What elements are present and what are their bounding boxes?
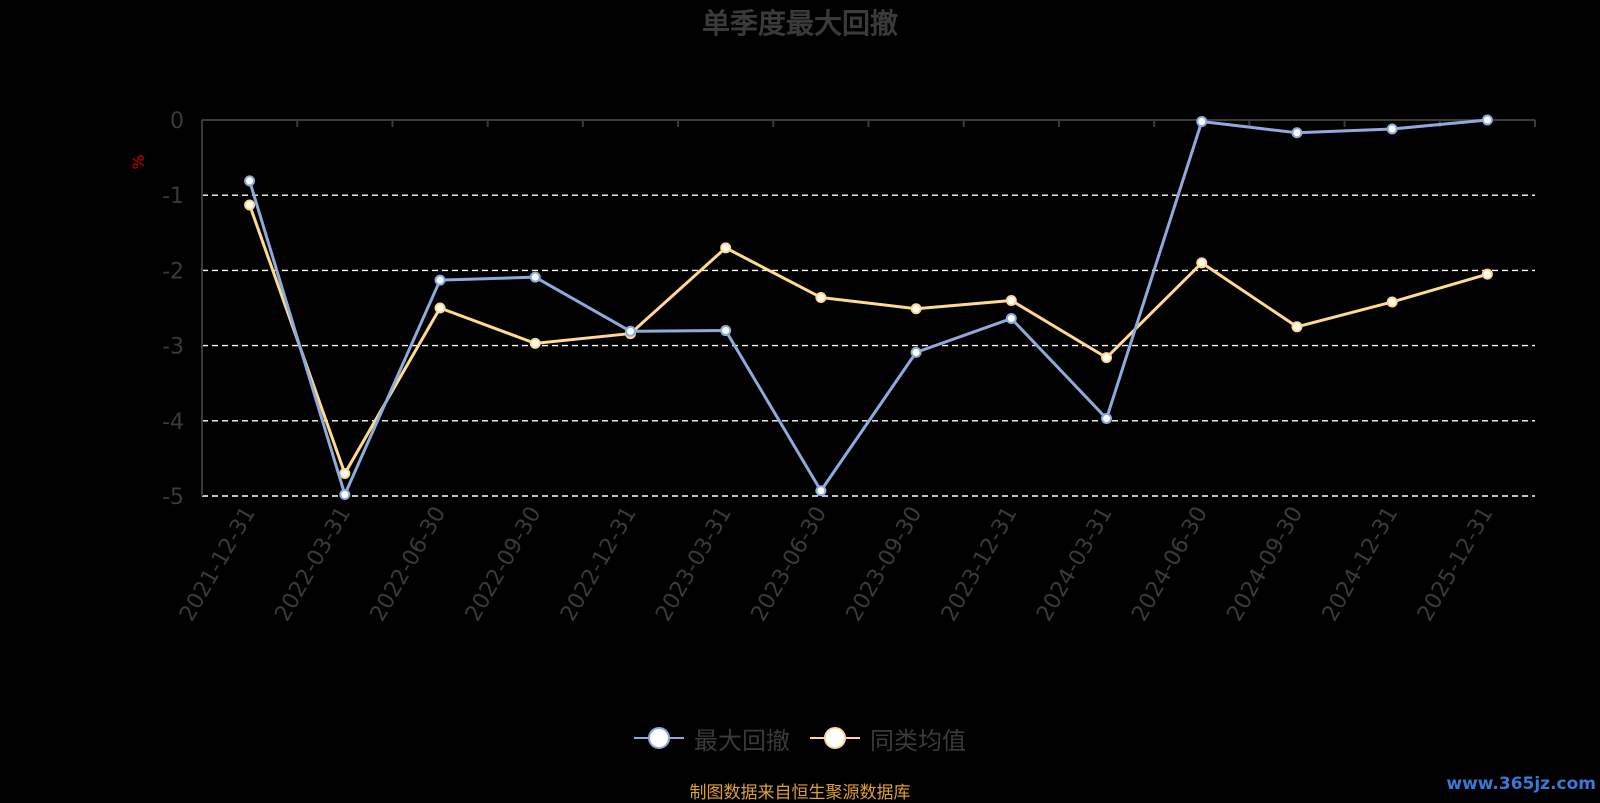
x-tick-label: 2023-03-31 xyxy=(651,503,737,626)
x-tick-label: 2024-12-31 xyxy=(1318,503,1404,626)
data-point xyxy=(244,175,256,187)
x-tick-label: 2022-06-30 xyxy=(366,503,452,626)
data-point xyxy=(339,488,351,500)
x-tick-label: 2022-09-30 xyxy=(461,503,547,626)
data-point xyxy=(624,325,636,337)
data-point xyxy=(1386,296,1398,308)
y-tick-label: -5 xyxy=(162,485,184,510)
y-tick-label: -4 xyxy=(162,410,184,435)
data-point xyxy=(434,302,446,314)
data-point xyxy=(1005,313,1017,325)
data-point xyxy=(244,199,256,211)
data-point xyxy=(1481,114,1493,126)
x-tick-label: 2024-06-30 xyxy=(1127,503,1213,626)
series-lines xyxy=(244,114,1493,500)
data-point xyxy=(1196,116,1208,128)
data-point xyxy=(1291,321,1303,333)
x-tick-label: 2023-09-30 xyxy=(842,503,928,626)
data-point xyxy=(529,337,541,349)
y-tick-label: 0 xyxy=(170,109,184,134)
data-point xyxy=(910,303,922,315)
legend-item-max-drawdown[interactable]: 最大回撤 xyxy=(634,718,790,758)
data-point xyxy=(1291,127,1303,139)
watermark: www.365jz.com xyxy=(1446,774,1596,794)
x-tick-label: 2022-03-31 xyxy=(270,503,356,626)
data-point xyxy=(910,346,922,358)
data-point xyxy=(815,485,827,497)
series-line xyxy=(248,204,1488,475)
y-tick-label: -2 xyxy=(162,259,184,284)
data-point xyxy=(529,271,541,283)
data-point xyxy=(1481,268,1493,280)
x-tick-label: 2022-12-31 xyxy=(556,503,642,626)
chart-title: 单季度最大回撤 xyxy=(701,7,898,40)
data-point xyxy=(815,291,827,303)
grid-lines xyxy=(202,194,1535,497)
data-point xyxy=(720,325,732,337)
legend-label: 同类均值 xyxy=(870,726,966,755)
legend-item-peer-average[interactable]: 同类均值 xyxy=(810,718,966,758)
data-point xyxy=(434,274,446,286)
data-point xyxy=(1386,123,1398,135)
x-tick-label: 2021-12-31 xyxy=(175,503,261,626)
legend: 最大回撤 同类均值 xyxy=(0,718,1600,758)
data-point xyxy=(1196,257,1208,269)
y-axis-unit-label: % xyxy=(129,154,148,169)
series-max-drawdown xyxy=(244,114,1493,500)
legend-label: 最大回撤 xyxy=(694,726,790,755)
x-tick-label: 2024-03-31 xyxy=(1032,503,1118,626)
legend-marker xyxy=(634,723,684,753)
y-tick-label: -1 xyxy=(162,184,184,209)
y-tick-label: -3 xyxy=(162,335,184,360)
series-peer-average xyxy=(244,199,1493,479)
data-point xyxy=(1005,294,1017,306)
data-source-note: 制图数据来自恒生聚源数据库 xyxy=(689,783,911,803)
x-tick-label: 2025-12-31 xyxy=(1413,503,1499,626)
series-line xyxy=(248,118,1488,496)
x-tick-label: 2023-06-30 xyxy=(747,503,833,626)
data-point xyxy=(720,242,732,254)
legend-marker xyxy=(810,723,860,753)
data-point xyxy=(1101,352,1113,364)
legend-dot xyxy=(824,727,846,749)
data-point xyxy=(1101,413,1113,425)
x-tick-label: 2024-09-30 xyxy=(1223,503,1309,626)
x-tick-label: 2023-12-31 xyxy=(937,503,1023,626)
data-point xyxy=(339,467,351,479)
legend-dot xyxy=(648,727,670,749)
